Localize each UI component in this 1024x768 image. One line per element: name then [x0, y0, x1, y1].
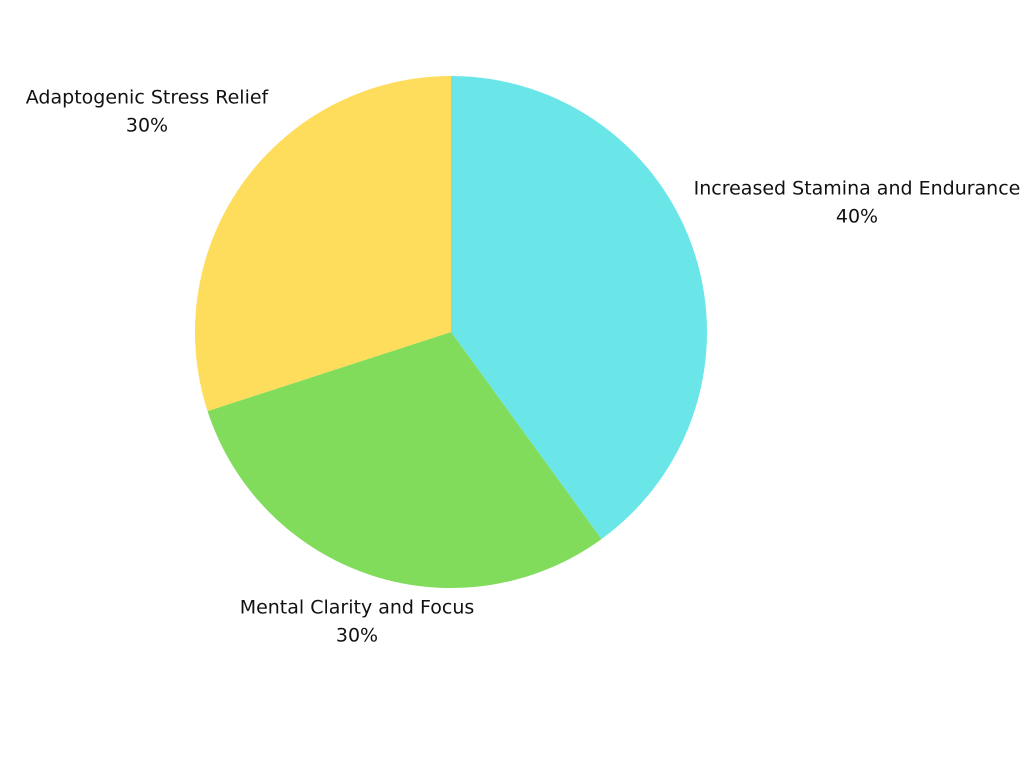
slice-value-label: 40% [836, 206, 878, 228]
pie-slice [207, 332, 602, 588]
slice-label: Mental Clarity and Focus [240, 597, 475, 619]
slice-value-label: 30% [336, 625, 378, 647]
pie-slice [194, 76, 451, 412]
slice-value-label: 30% [126, 115, 168, 137]
pie-slice [451, 76, 707, 540]
slice-label: Adaptogenic Stress Relief [26, 87, 270, 109]
slice-label: Increased Stamina and Endurance [694, 178, 1021, 200]
